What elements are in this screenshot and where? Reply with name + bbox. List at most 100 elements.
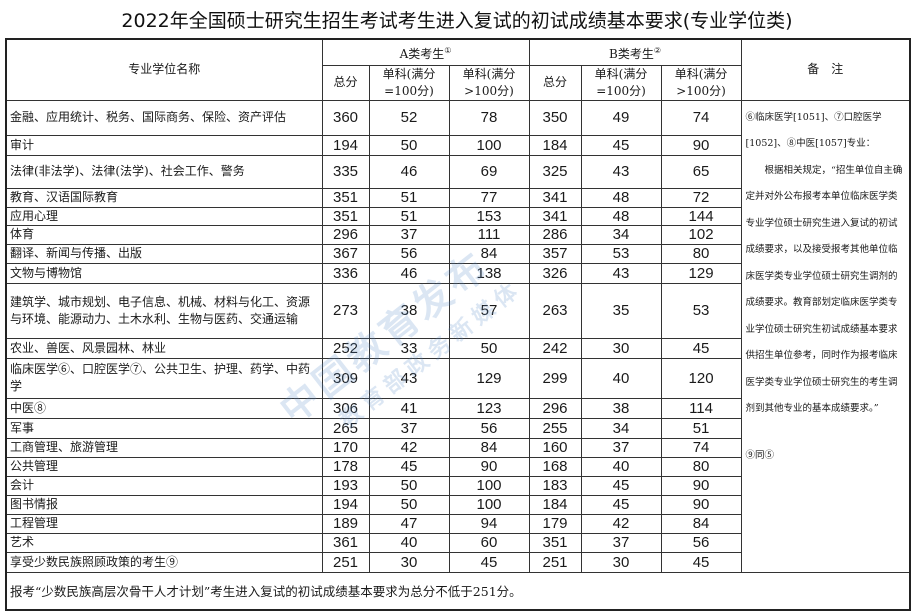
row-name: 农业、兽医、风景园林、林业 [5,337,323,359]
cell-b-100: 30 [580,337,662,359]
cell-b-100: 40 [580,357,662,399]
header-group-b: B类考生② [528,38,742,66]
cell-b-total: 251 [528,551,582,573]
cell-a-gt100: 45 [448,551,530,573]
cell-a-100: 56 [368,243,450,264]
cell-a-gt100: 60 [448,532,530,553]
table-row: 应用心理 351 51 153 341 48 144 [5,206,910,226]
notes-line1: ⑥临床医学[1051]、⑦口腔医学[1052]、⑧中医[1057]专业： [745,111,882,150]
cell-a-total: 252 [321,337,370,359]
cell-a-total: 194 [321,134,370,156]
cell-a-100: 46 [368,154,450,189]
table-row: 艺术 361 40 60 351 37 56 [5,532,910,553]
cell-b-gt100: 102 [660,224,742,245]
cell-b-100: 53 [580,243,662,264]
cell-a-gt100: 57 [448,282,530,339]
cell-b-total: 160 [528,437,582,458]
cell-a-total: 361 [321,532,370,553]
cell-b-total: 351 [528,532,582,553]
notes-cell: ⑥临床医学[1051]、⑦口腔医学[1052]、⑧中医[1057]专业： 根据相… [740,99,911,573]
cell-a-total: 251 [321,551,370,573]
notes-body: 根据相关规定，“招生单位自主确定并对外公布报考本单位临床医学类专业学位硕士研究生… [745,164,903,415]
cell-a-gt100: 138 [448,262,530,284]
cell-a-100: 51 [368,187,450,208]
cell-a-gt100: 78 [448,99,530,136]
cell-a-100: 41 [368,397,450,419]
row-name: 教育、汉语国际教育 [5,187,323,208]
page-title: 2022年全国硕士研究生招生考试考生进入复试的初试成绩基本要求(专业学位类) [121,10,793,32]
cell-b-total: 357 [528,243,582,264]
cell-b-100: 45 [580,494,662,515]
cell-a-total: 351 [321,206,370,226]
row-name: 审计 [5,134,323,156]
table-row: 图书情报 194 50 100 184 45 90 [5,494,910,515]
table-row: 审计 194 50 100 184 45 90 [5,134,910,156]
table-row: 建筑学、城市规划、电子信息、机械、材料与化工、资源与环境、能源动力、土木水利、生… [5,282,910,339]
cell-b-gt100: 129 [660,262,742,284]
cell-a-gt100: 100 [448,494,530,515]
row-name: 军事 [5,417,323,439]
cell-b-gt100: 90 [660,494,742,515]
cell-b-total: 325 [528,154,582,189]
table-row: 享受少数民族照顾政策的考生⑨ 251 30 45 251 30 45 [5,551,910,573]
cell-a-100: 40 [368,532,450,553]
header-b-single-100: 单科(满分=100分) [580,64,662,101]
cell-a-gt100: 100 [448,134,530,156]
cell-b-gt100: 144 [660,206,742,226]
row-name: 会计 [5,475,323,496]
cell-a-total: 193 [321,475,370,496]
cell-b-gt100: 80 [660,243,742,264]
cell-a-gt100: 129 [448,357,530,399]
cell-a-gt100: 56 [448,417,530,439]
cell-b-100: 45 [580,475,662,496]
cell-b-total: 326 [528,262,582,284]
cell-b-total: 341 [528,206,582,226]
header-a-total: 总分 [321,64,370,101]
cell-b-gt100: 45 [660,551,742,573]
table-row: 金融、应用统计、税务、国际商务、保险、资产评估 360 52 78 350 49 74 ⑥临床… [5,99,911,573]
cell-b-gt100: 53 [660,282,742,339]
cell-b-total: 350 [528,99,582,136]
row-name: 工程管理 [5,513,323,534]
cell-b-gt100: 90 [660,134,742,156]
table-row: 工程管理 189 47 94 179 42 84 [5,513,910,534]
cell-b-100: 43 [580,262,662,284]
cell-b-gt100: 74 [660,99,742,136]
row-name: 艺术 [5,532,323,553]
row-name: 中医⑧ [5,397,323,419]
table-row: 法律(非法学)、法律(法学)、社会工作、警务 335 46 69 325 43 65 [5,154,910,189]
row-name: 文物与博物馆 [5,262,323,284]
cell-a-100: 30 [368,551,450,573]
cell-b-total: 183 [528,475,582,496]
cell-b-100: 43 [580,154,662,189]
notes-line2: ⑨同⑤ [745,449,775,461]
header-a-single-gt100: 单科(满分>100分) [448,64,530,101]
cell-a-100: 52 [368,99,450,136]
cell-a-total: 170 [321,437,370,458]
cell-b-total: 341 [528,187,582,208]
cell-a-total: 194 [321,494,370,515]
table-row: 文物与博物馆 336 46 138 326 43 129 [5,262,910,284]
cell-a-total: 265 [321,417,370,439]
table-row: 临床医学⑥、口腔医学⑦、公共卫生、护理、药学、中药学 309 43 129 299 40 1… [5,357,910,399]
cell-b-gt100: 114 [660,397,742,419]
header-a-single-100: 单科(满分=100分) [368,64,450,101]
cell-a-total: 306 [321,397,370,419]
cell-a-gt100: 84 [448,243,530,264]
cell-b-gt100: 74 [660,437,742,458]
cell-a-100: 45 [368,456,450,477]
cell-b-100: 45 [580,134,662,156]
cell-b-total: 255 [528,417,582,439]
table-row: 教育、汉语国际教育 351 51 77 341 48 72 [5,187,910,208]
cell-a-total: 189 [321,513,370,534]
header-name: 专业学位名称 [5,38,323,101]
cell-a-100: 37 [368,224,450,245]
cell-a-100: 43 [368,357,450,399]
cell-b-100: 30 [580,551,662,573]
cell-b-gt100: 45 [660,337,742,359]
cell-a-gt100: 123 [448,397,530,419]
cell-b-total: 184 [528,494,582,515]
row-name: 法律(非法学)、法律(法学)、社会工作、警务 [5,154,323,189]
cell-a-100: 51 [368,206,450,226]
cell-a-total: 367 [321,243,370,264]
